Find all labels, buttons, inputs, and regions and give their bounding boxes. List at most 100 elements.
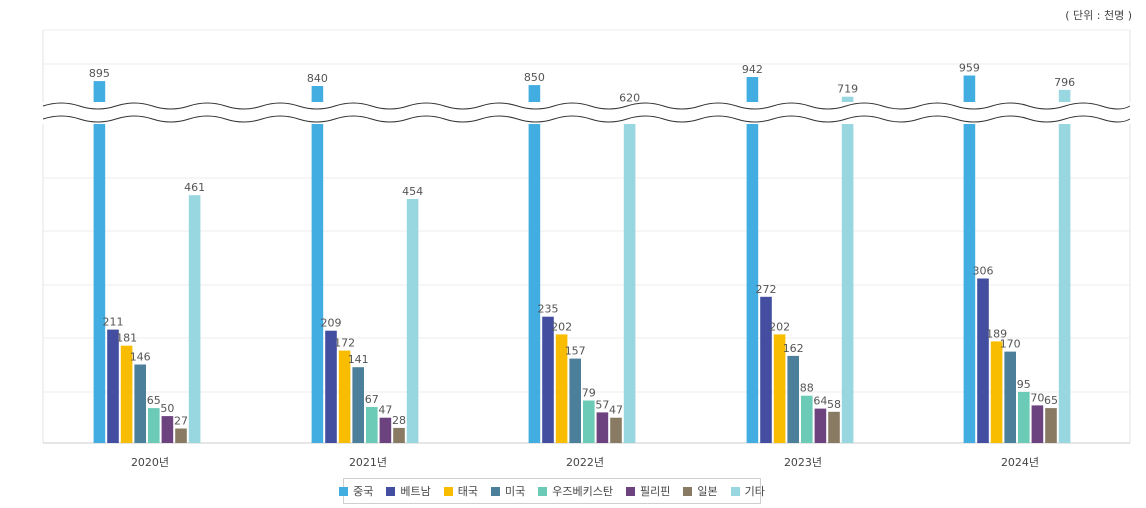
x-tick-label: 2021년 (349, 456, 387, 469)
data-label: 620 (619, 91, 640, 104)
legend-item[interactable]: 우즈베키스탄 (538, 483, 613, 499)
bar (161, 416, 174, 443)
bar (120, 345, 133, 443)
data-label: 454 (402, 185, 423, 198)
bar (1004, 351, 1016, 443)
data-label: 141 (348, 353, 369, 366)
legend-swatch (626, 486, 635, 496)
data-label: 850 (524, 71, 545, 84)
bar (148, 408, 160, 443)
legend-item[interactable]: 태국 (443, 483, 478, 499)
bar (555, 334, 568, 443)
legend-item[interactable]: 미국 (491, 483, 525, 499)
bar (393, 427, 405, 443)
legend-swatch (339, 486, 349, 496)
data-label: 211 (103, 316, 124, 329)
data-label: 28 (392, 414, 406, 427)
data-label: 88 (800, 382, 814, 395)
data-label: 306 (973, 265, 994, 278)
bar (977, 278, 989, 443)
data-label: 58 (827, 398, 841, 411)
legend-label: 필리핀 (640, 485, 671, 498)
axis-break-wave-bottom (42, 115, 1131, 123)
data-label: 840 (307, 72, 328, 85)
bar (801, 395, 813, 443)
bar (1031, 405, 1044, 443)
legend-item[interactable]: 중국 (339, 483, 373, 499)
data-label: 719 (837, 83, 858, 96)
data-label: 202 (551, 320, 572, 333)
bar (746, 77, 759, 443)
bar (583, 400, 595, 443)
data-label: 895 (89, 67, 110, 80)
bar (542, 316, 554, 443)
data-label: 47 (609, 404, 623, 417)
data-label: 235 (538, 303, 559, 316)
axis-break-wave-top (42, 102, 1131, 110)
bar (1018, 391, 1030, 443)
legend-label: 일본 (697, 485, 718, 498)
bar (366, 407, 378, 443)
bar (338, 350, 351, 443)
data-label: 70 (1030, 391, 1044, 404)
data-label: 67 (365, 393, 379, 406)
legend-label: 베트남 (400, 485, 431, 498)
bar (311, 86, 324, 443)
data-label: 181 (116, 332, 137, 345)
bar (841, 96, 854, 443)
bar (610, 417, 622, 443)
data-label: 47 (378, 404, 392, 417)
bar (963, 75, 976, 443)
x-tick-label: 2024년 (1001, 456, 1039, 469)
bar (828, 411, 840, 443)
legend-label: 미국 (505, 485, 526, 498)
data-label: 64 (813, 395, 827, 408)
legend-item[interactable]: 베트남 (386, 483, 431, 499)
data-label: 162 (783, 342, 804, 355)
data-label: 942 (742, 63, 763, 76)
bar (787, 355, 799, 443)
data-label: 170 (1000, 338, 1021, 351)
x-tick-label: 2023년 (784, 456, 822, 469)
legend-item[interactable]: 기타 (730, 483, 765, 499)
data-label: 461 (184, 181, 205, 194)
bar (596, 412, 609, 443)
legend-swatch (683, 486, 693, 496)
data-label: 172 (334, 337, 355, 350)
bar (188, 195, 201, 443)
legend-label: 우즈베키스탄 (552, 485, 613, 498)
data-label: 209 (321, 317, 342, 330)
bar (175, 428, 187, 443)
legend-swatch (730, 486, 740, 496)
axis-break-gap (42, 102, 1131, 124)
bar (569, 358, 581, 443)
bar-chart: 8952111811466550274612020년84020917214167… (42, 29, 1131, 469)
bar (990, 341, 1003, 443)
data-label: 796 (1054, 76, 1075, 89)
unit-label: ( 단위 : 천명 ) (1065, 9, 1132, 22)
data-label: 57 (595, 398, 609, 411)
bar (406, 199, 419, 443)
bar (325, 330, 337, 443)
legend-swatch (538, 486, 548, 496)
data-label: 50 (160, 402, 174, 415)
data-label: 146 (130, 351, 151, 364)
legend-item[interactable]: 필리핀 (626, 483, 670, 499)
legend-swatch (386, 486, 396, 496)
data-label: 65 (1044, 394, 1058, 407)
bar (1058, 89, 1071, 444)
bar (107, 329, 119, 443)
data-label: 95 (1017, 378, 1031, 391)
bar (134, 364, 146, 443)
legend-swatch (443, 486, 453, 496)
data-label: 959 (959, 62, 980, 75)
bar (814, 408, 827, 443)
legend-label: 중국 (353, 485, 374, 498)
bar (1045, 408, 1057, 443)
legend-label: 기타 (744, 485, 765, 498)
bar (760, 296, 772, 443)
x-tick-label: 2022년 (566, 456, 604, 469)
legend-item[interactable]: 일본 (683, 483, 718, 499)
data-label: 202 (769, 320, 790, 333)
bar (379, 417, 392, 443)
